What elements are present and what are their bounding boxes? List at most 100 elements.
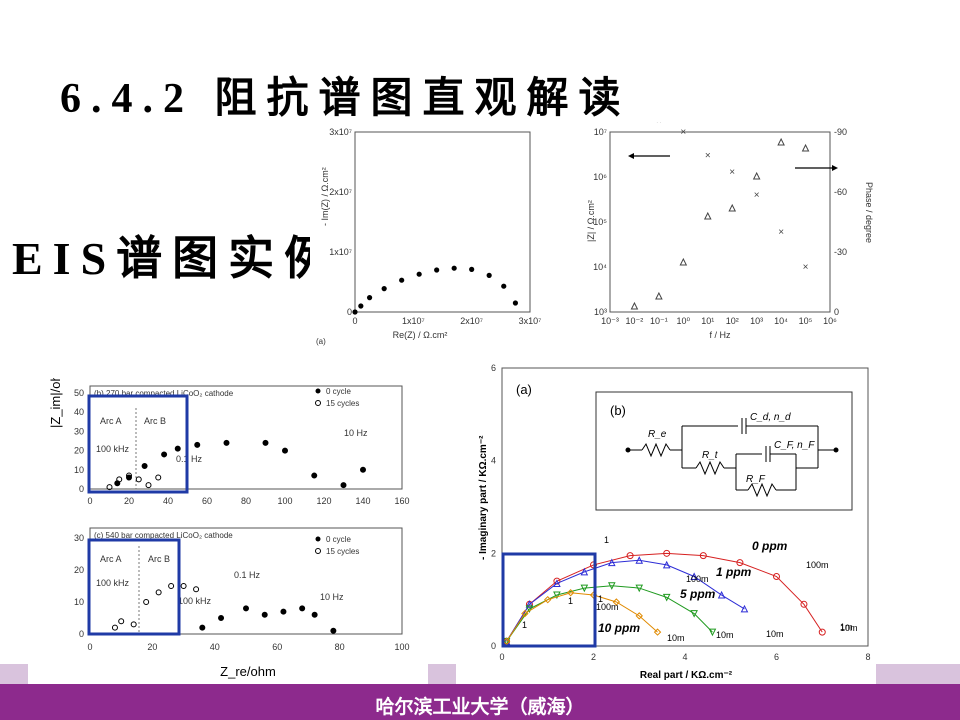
- pcb-point: [155, 589, 162, 596]
- pd-xtick-4: 8: [865, 652, 870, 662]
- pcb-point: [280, 608, 287, 615]
- pb-ytick-r-0: 0: [834, 307, 839, 317]
- pd-point-0: [553, 577, 561, 585]
- panel-b-chart: |Z| / Ω.cm² Phase / degree f / Hz 10⁻³ 10…: [586, 113, 874, 340]
- pd-point-3: [502, 637, 511, 646]
- pa-xtick-1: 1x10⁷: [402, 316, 425, 326]
- pa-point: [486, 272, 492, 278]
- pcb-xtick-2: 40: [210, 642, 220, 652]
- pcb-point: [168, 583, 175, 589]
- pd-freq-4: 10m: [716, 630, 734, 640]
- pct-point: [155, 474, 162, 481]
- panel-a-tag: (a): [316, 337, 326, 346]
- pct-point: [135, 476, 142, 483]
- pd-point-1: [690, 572, 698, 580]
- panel-b-ticks: 10⁻³ 10⁻² 10⁻¹ 10⁰ 10¹ 10² 10³ 10⁴ 10⁵ 10⁶ 10³ 10⁴ 1…: [593, 127, 847, 326]
- series-label-2: 5 ppm: [680, 587, 716, 601]
- pa-point: [451, 265, 457, 271]
- pct-point: [106, 484, 113, 491]
- pd-point-2: [708, 628, 717, 637]
- pcb-point: [199, 624, 206, 631]
- pa-point: [381, 286, 387, 292]
- highlight-box-top: [87, 394, 189, 494]
- pd-point-0: [818, 628, 826, 636]
- pd-freq-11: 1m: [840, 622, 853, 632]
- pd-ytick-3: 6: [491, 363, 496, 373]
- pcb-xtick-3: 60: [272, 642, 282, 652]
- pa-ytick-1: 1x10⁷: [329, 247, 352, 257]
- pct-point: [145, 482, 152, 489]
- pb-ytick-l-1: 10⁴: [593, 262, 607, 272]
- pct-point: [223, 439, 230, 446]
- series-label-0: 0 ppm: [752, 539, 788, 553]
- panel-c-bottom-legend-1: 15 cycles: [326, 547, 359, 556]
- panel-b-xlabel: f / Hz: [709, 330, 731, 340]
- panel-a-frame: [354, 131, 531, 313]
- panel-c-top-legend-0: 0 cycle: [326, 387, 351, 396]
- panel-a-xlabel: Re(Z) / Ω.cm²: [393, 330, 448, 340]
- panel-c-bottom-arc-b: Arc B: [148, 554, 170, 564]
- pb-mag-point: ×: [632, 122, 638, 124]
- pd-line-3: [506, 592, 658, 642]
- pd-freq-9: 1: [522, 620, 527, 630]
- pcb-ytick-1: 10: [74, 597, 84, 607]
- pb-xtick-4: 10¹: [701, 316, 714, 326]
- circuit-box: [595, 391, 853, 511]
- arrow-right-head: [832, 165, 838, 171]
- pd-freq-1: 100m: [806, 560, 829, 570]
- panel-b-ylabel-left: |Z| / Ω.cm²: [586, 200, 596, 242]
- pa-point: [501, 283, 507, 289]
- circuit-cf: C_F, n_F: [774, 440, 815, 451]
- pb-xtick-1: 10⁻²: [626, 316, 644, 326]
- pd-point-3: [566, 589, 575, 597]
- panel-d-chart: - Imaginary part / KΩ.cm⁻² Real part / K…: [478, 363, 871, 681]
- pct-point: [126, 472, 132, 479]
- pct-xtick-8: 160: [394, 496, 409, 506]
- pd-freq-8: 100m: [596, 602, 619, 612]
- pa-xtick-2: 2x10⁷: [460, 316, 483, 326]
- panel-b: |Z| / Ω.cm² Phase / degree f / Hz 10⁻³ 10…: [570, 113, 880, 350]
- pb-ytick-r-3: -90: [834, 127, 847, 137]
- pb-phase-point: [728, 203, 737, 212]
- pct-ytick-3: 30: [74, 426, 84, 436]
- panel-a-points: [352, 265, 519, 315]
- pcb-xtick-1: 20: [147, 642, 157, 652]
- pd-freq-10: 1: [598, 594, 603, 604]
- pd-point-0: [736, 559, 744, 567]
- highlight-box-d: [501, 552, 597, 648]
- panel-c-top-legend-1: 15 cycles: [326, 399, 359, 408]
- pb-xtick-8: 10⁵: [799, 316, 813, 326]
- panel-c-top-f1: 100 kHz: [96, 444, 130, 454]
- pb-mag-point: ×: [754, 190, 760, 201]
- pa-xtick-0: 0: [352, 316, 357, 326]
- pcb-point: [218, 615, 225, 621]
- pb-mag-point: ×: [729, 167, 735, 178]
- pb-mag-point: ×: [656, 122, 662, 127]
- pd-freq-0: 1: [604, 535, 609, 545]
- pct-point: [282, 447, 288, 454]
- pcb-point: [299, 605, 306, 612]
- pa-point: [434, 267, 440, 273]
- panel-b-frame: [609, 131, 831, 313]
- panel-c-top-arc-a: Arc A: [100, 416, 122, 426]
- circuit-rf: R_F: [746, 474, 766, 485]
- pcb-point: [143, 599, 150, 605]
- pd-xtick-2: 4: [682, 652, 687, 662]
- pb-xtick-5: 10²: [726, 316, 739, 326]
- pb-phase-point: [630, 301, 639, 310]
- panel-c-bottom-points: [111, 583, 337, 634]
- pa-point: [469, 266, 475, 272]
- pa-ytick-3: 3x10⁷: [329, 127, 352, 137]
- panel-d-ticks: 0 2 4 6 8 0 2 4 6: [491, 363, 871, 662]
- pcb-point: [311, 611, 318, 618]
- pd-point-1: [717, 590, 726, 599]
- panel-c-bottom-ticks: 0 20 40 60 80 100 0 10 20 30: [74, 533, 410, 652]
- pct-point: [174, 445, 181, 452]
- panel-c-bottom-f2: 100 kHz: [178, 596, 212, 606]
- pd-xtick-3: 6: [774, 652, 779, 662]
- slide-subtitle: EIS谱图实例: [12, 233, 341, 284]
- pcb-point: [330, 627, 337, 634]
- pd-point-3: [653, 628, 662, 636]
- pd-point-0: [773, 573, 780, 580]
- panel-c-top-f3: 10 Hz: [344, 428, 368, 438]
